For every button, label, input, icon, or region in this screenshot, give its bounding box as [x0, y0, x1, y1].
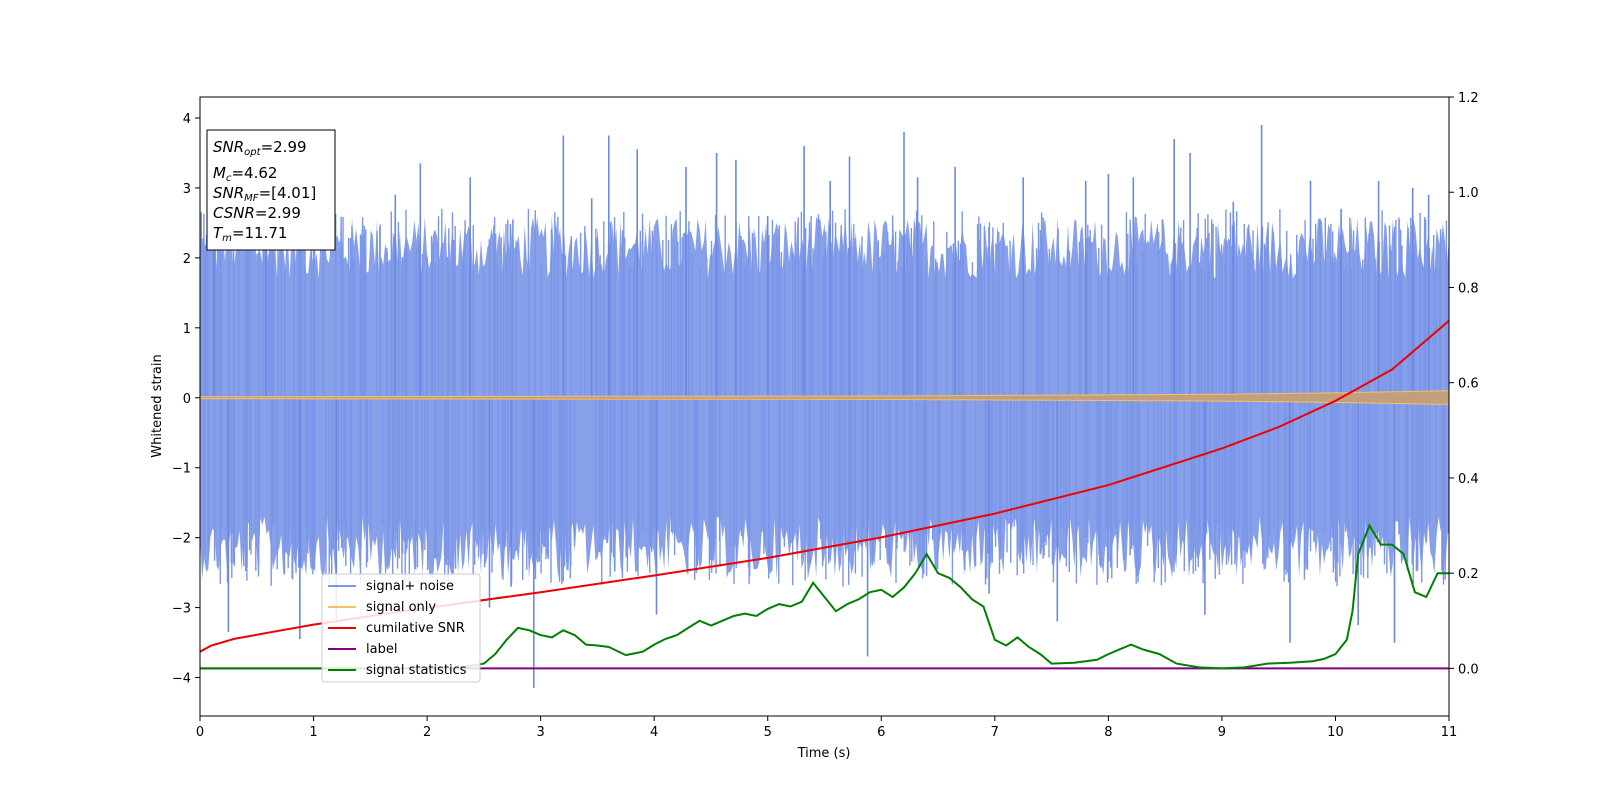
info-snr-mf: SNRMF=[4.01] — [213, 184, 316, 204]
x-tick-label: 11 — [1441, 725, 1458, 740]
legend-label-signal-noise: signal+ noise — [366, 579, 454, 594]
y2-tick-label: 0.0 — [1458, 662, 1479, 677]
y-tick-label: −1 — [172, 462, 191, 477]
y-tick-label: 3 — [183, 182, 191, 197]
x-axis-label: Time (s) — [797, 746, 851, 761]
signal-only-line — [200, 390, 1449, 405]
x-tick-label: 2 — [423, 725, 431, 740]
plot-frame — [199, 96, 1450, 717]
y2-tick-label: 1.2 — [1458, 91, 1479, 106]
plot-area — [200, 125, 1449, 688]
x-tick-label: 1 — [309, 725, 317, 740]
x-tick-label: 10 — [1327, 725, 1344, 740]
y2-tick-label: 0.6 — [1458, 377, 1479, 392]
x-tick-label: 5 — [764, 725, 772, 740]
y-axis-ticks: 4 3 2 1 0 −1 −2 −3 −4 — [172, 112, 200, 687]
legend-label-signal-only: signal only — [366, 600, 436, 615]
y-tick-label: 4 — [183, 112, 191, 127]
y2-tick-label: 0.4 — [1458, 472, 1479, 487]
x-tick-label: 8 — [1104, 725, 1112, 740]
legend: signal+ noise signal only cumilative SNR… — [321, 573, 481, 683]
y2-tick-label: 0.2 — [1458, 567, 1479, 582]
x-tick-label: 0 — [196, 725, 204, 740]
y-tick-label: −4 — [172, 672, 191, 687]
y-tick-label: 2 — [183, 252, 191, 267]
x-tick-label: 4 — [650, 725, 658, 740]
signal-statistics-line — [200, 523, 1449, 670]
y-tick-label: −3 — [172, 602, 191, 617]
legend-frame — [321, 573, 481, 683]
legend-label-cumulative-snr: cumilative SNR — [366, 621, 465, 636]
legend-label-label: label — [366, 642, 397, 657]
y2-tick-label: 1.0 — [1458, 186, 1479, 201]
x-tick-label: 7 — [991, 725, 999, 740]
info-mc: Mc=4.62 — [213, 164, 277, 184]
x-axis-ticks: 0 1 2 3 4 5 6 7 8 9 10 11 — [196, 716, 1457, 740]
x-tick-label: 6 — [877, 725, 885, 740]
info-box: SNRopt=2.99 Mc=4.62 SNRMF=[4.01] CSNR=2.… — [206, 129, 336, 251]
y-tick-label: 0 — [183, 392, 191, 407]
x-tick-label: 9 — [1218, 725, 1226, 740]
y2-axis-ticks: 1.2 1.0 0.8 0.6 0.4 0.2 0.0 — [1449, 91, 1479, 677]
y-tick-label: −2 — [172, 532, 191, 547]
x-tick-label: 3 — [536, 725, 544, 740]
y-tick-label: 1 — [183, 322, 191, 337]
info-tm: Tm=11.71 — [213, 224, 287, 244]
signal-noise-spikes — [200, 125, 1449, 688]
legend-label-signal-statistics: signal statistics — [366, 663, 467, 678]
info-box-frame — [206, 129, 336, 251]
y-axis-label: Whitened strain — [150, 354, 165, 457]
info-csnr: CSNR=2.99 — [213, 204, 301, 222]
cumulative-snr-line — [200, 320, 1449, 653]
info-snr-opt: SNRopt=2.99 — [213, 138, 307, 158]
y2-tick-label: 0.8 — [1458, 281, 1479, 296]
